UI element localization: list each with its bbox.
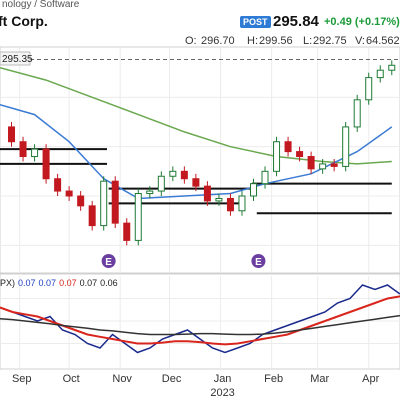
candle-body: [226, 197, 234, 212]
candles: [8, 60, 396, 246]
candle-body: [330, 163, 338, 167]
company-name: ft Corp.: [0, 13, 48, 29]
earnings-marker: [101, 254, 116, 268]
x-tick-label: Dec: [162, 373, 182, 385]
indicator-lines: [0, 284, 400, 354]
candle-body: [146, 190, 154, 195]
candle-body: [88, 205, 96, 227]
candle-body: [365, 77, 373, 101]
earnings-marker: [251, 254, 266, 268]
price-gridlines: [0, 48, 400, 272]
ma-long-line: [0, 66, 392, 165]
candle-body: [342, 126, 350, 167]
candle-body: [192, 178, 200, 187]
indicator-value-1: 0.07: [18, 278, 36, 288]
candle-body: [123, 222, 131, 241]
indicator-value-3: 0.07: [59, 278, 77, 288]
indicator-label: PX) 0.07 0.07 0.07 0.07 0.06: [0, 278, 118, 288]
candle-body: [273, 141, 281, 172]
candle-body: [100, 180, 108, 227]
price-change: +0.49 (+0.17%): [324, 16, 400, 28]
candle-body: [157, 175, 165, 192]
candle-body: [353, 99, 361, 128]
indicator-series-1: [0, 284, 400, 354]
ohlc-volume-value: 64.562: [366, 35, 400, 47]
ohlc-open-label: O:: [185, 35, 197, 47]
candle-body: [54, 178, 62, 192]
moving-averages: [0, 66, 393, 200]
x-tick-label: Nov: [112, 373, 132, 385]
candle-body: [180, 170, 188, 180]
last-price: 295.84: [273, 13, 319, 30]
indicator-value-4: 0.07: [80, 278, 98, 288]
candle-body: [319, 163, 327, 170]
candle-body: [296, 151, 304, 158]
earnings-marker-label: E: [255, 257, 262, 268]
sector-breadcrumb: nology / Software: [2, 0, 80, 10]
candle-body: [249, 183, 257, 197]
ohlc-high-label: H:: [247, 35, 258, 47]
indicator-series-3: [0, 314, 400, 336]
candle-body: [376, 69, 384, 79]
indicator-prefix: PX): [0, 278, 15, 288]
candle-body: [19, 141, 27, 158]
ohlc-volume-label: V:: [355, 35, 365, 47]
candle-body: [238, 195, 246, 212]
x-tick-label: Apr: [362, 373, 379, 385]
candle-body: [8, 126, 16, 143]
x-axis: Sep Oct Nov Dec Jan Feb Mar Apr 2023: [12, 373, 380, 399]
candle-body: [42, 148, 50, 180]
ohlc-open-value: 296.70: [201, 35, 235, 47]
earnings-marker-label: E: [105, 257, 112, 268]
candle-body: [111, 180, 119, 224]
price-panel-frame: [0, 46, 400, 274]
price-label-box: [0, 51, 31, 66]
candle-body: [134, 193, 142, 241]
x-tick-label: Jan: [214, 373, 232, 385]
candle-body: [31, 148, 39, 158]
ohlc-low-value: 292.75: [313, 35, 347, 47]
ohlc-low-label: L:: [303, 35, 313, 47]
candle-body: [284, 141, 292, 153]
price-label: 295.35: [2, 54, 33, 65]
indicator-value-5: 0.06: [100, 278, 118, 288]
x-tick-label: Oct: [63, 373, 80, 385]
candle-body: [261, 170, 269, 185]
candle-body: [65, 190, 73, 197]
post-market-badge: POST: [240, 16, 271, 28]
ma-short-line: [0, 103, 393, 200]
candle-body: [307, 156, 315, 170]
x-tick-label: Sep: [12, 373, 32, 385]
ohlc-high-value: 299.56: [259, 35, 293, 47]
candle-body: [169, 170, 177, 177]
candle-body: [388, 64, 396, 71]
candle-body: [77, 195, 85, 207]
indicator-gridlines: [0, 276, 400, 368]
candle-body: [215, 197, 223, 202]
x-year-label: 2023: [210, 387, 234, 399]
x-tick-label: Feb: [264, 373, 283, 385]
x-tick-label: Mar: [310, 373, 329, 385]
indicator-value-2: 0.07: [39, 278, 57, 288]
candle-body: [203, 185, 211, 202]
indicator-series-2: [0, 295, 400, 346]
